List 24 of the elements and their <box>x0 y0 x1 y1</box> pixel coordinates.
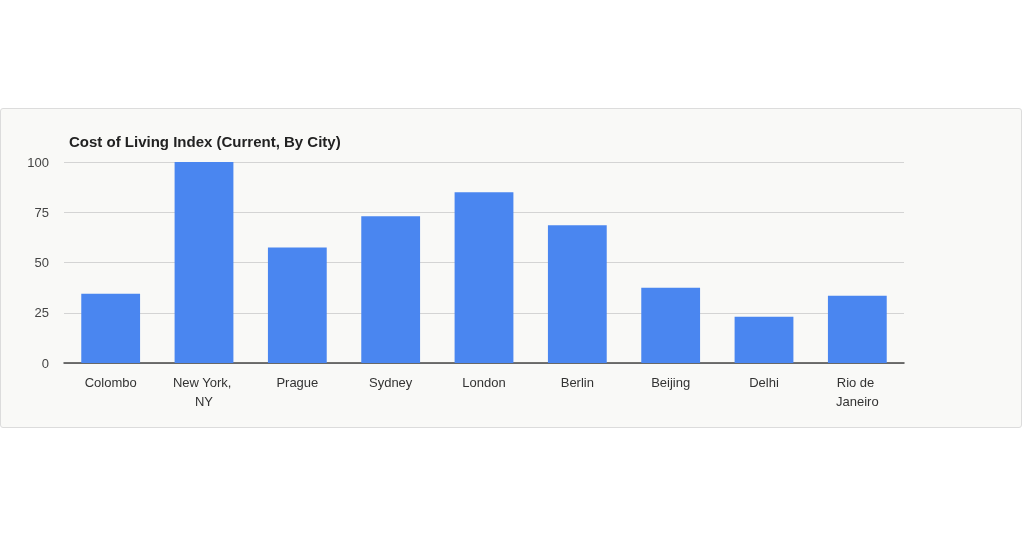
bar <box>81 293 141 363</box>
x-tick-label: New York, NY <box>172 375 236 409</box>
bar <box>454 192 514 363</box>
x-tick-label: Prague <box>276 375 319 390</box>
x-tick-label: Delhi <box>749 375 779 390</box>
chart-title: Cost of Living Index (Current, By City) <box>69 133 341 150</box>
x-tick-label: Sydney <box>368 375 413 390</box>
y-tick-label: 75 <box>34 204 49 220</box>
x-tick-label: London <box>462 375 506 390</box>
x-tick-label: Colombo <box>84 375 137 390</box>
bar <box>641 287 701 363</box>
bar <box>267 247 327 363</box>
y-tick-label: 100 <box>27 154 49 170</box>
x-tick-label: Beijing <box>651 375 691 390</box>
y-tick-label: 50 <box>34 255 49 270</box>
bar <box>174 162 234 363</box>
bar <box>827 295 887 363</box>
bar <box>734 316 794 363</box>
y-tick-label: 0 <box>41 355 49 371</box>
bar <box>547 225 607 363</box>
x-tick-label: Rio de Janeiro <box>836 375 879 409</box>
x-tick-label: Berlin <box>560 375 594 390</box>
bar <box>361 216 421 363</box>
y-tick-label: 25 <box>34 305 49 321</box>
